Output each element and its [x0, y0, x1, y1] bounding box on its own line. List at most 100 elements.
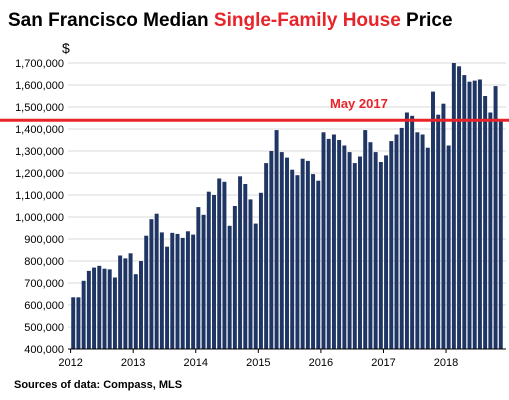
bar — [92, 267, 97, 349]
bar — [472, 80, 477, 349]
bar — [217, 178, 222, 349]
bar — [331, 134, 336, 349]
bar — [394, 134, 399, 349]
x-tick-label: 2017 — [371, 357, 395, 369]
bar — [493, 86, 498, 349]
bar — [212, 195, 216, 349]
bar — [86, 270, 91, 349]
bar — [191, 234, 196, 349]
bar — [457, 66, 462, 350]
bar — [175, 233, 180, 349]
bar — [81, 280, 86, 349]
y-tick-label: 400,000 — [24, 344, 64, 356]
bar — [425, 147, 430, 349]
bar — [311, 174, 316, 349]
bar — [498, 119, 503, 349]
bar — [373, 152, 378, 349]
x-tick-label: 2018 — [434, 357, 458, 369]
bar — [436, 114, 441, 349]
bar — [97, 265, 102, 349]
bar — [165, 246, 170, 349]
bar — [420, 134, 425, 349]
bar — [102, 268, 107, 349]
x-tick-label: 2014 — [184, 357, 208, 369]
bar — [321, 132, 326, 349]
bar — [118, 255, 123, 349]
source-note: Sources of data: Compass, MLS — [14, 379, 182, 391]
bar — [76, 297, 81, 349]
bar — [206, 191, 211, 349]
bar — [337, 140, 342, 349]
y-tick-label: 900,000 — [24, 234, 64, 246]
chart-title: San Francisco Median Single-Family House… — [8, 10, 453, 31]
bar — [128, 253, 133, 349]
bar — [305, 160, 310, 349]
bar — [139, 261, 143, 349]
bar — [326, 138, 331, 349]
bar — [180, 237, 185, 349]
bar — [107, 269, 112, 349]
y-tick-label: 700,000 — [24, 278, 64, 290]
y-axis-unit: $ — [62, 40, 70, 56]
bar — [488, 112, 493, 349]
bar — [378, 162, 383, 349]
bar — [389, 141, 394, 349]
y-tick-label: 800,000 — [24, 256, 64, 268]
bar — [415, 132, 420, 349]
y-tick-label: 1,700,000 — [15, 58, 64, 70]
y-tick-label: 1,400,000 — [15, 124, 64, 136]
y-tick-label: 1,100,000 — [15, 190, 64, 202]
bar — [342, 145, 347, 349]
bar — [248, 199, 253, 349]
bar — [222, 181, 227, 349]
chart-title-part: Price — [401, 10, 453, 31]
bar — [201, 214, 206, 349]
bar — [274, 130, 279, 349]
bar — [159, 232, 164, 349]
bar — [431, 91, 435, 349]
bar — [123, 258, 128, 349]
bar — [185, 231, 190, 349]
y-tick-label: 1,300,000 — [15, 146, 64, 158]
bar — [363, 130, 368, 349]
bar — [347, 152, 352, 349]
bars — [71, 63, 503, 350]
bar — [285, 157, 289, 349]
x-tick-label: 2012 — [58, 357, 82, 369]
bar — [368, 142, 373, 349]
bar — [238, 176, 243, 349]
x-tick-label: 2013 — [121, 357, 145, 369]
bar — [316, 180, 321, 349]
bar — [112, 277, 117, 349]
y-tick-label: 1,200,000 — [15, 168, 64, 180]
bar — [269, 151, 274, 349]
bar — [462, 75, 467, 349]
y-tick-label: 1,000,000 — [15, 212, 64, 224]
chart-title-part: San Francisco Median — [8, 10, 214, 31]
bar — [227, 225, 232, 349]
bar — [300, 158, 305, 349]
bar — [295, 175, 300, 349]
bar — [243, 184, 248, 349]
bar — [290, 169, 295, 349]
bar — [170, 232, 175, 349]
x-tick-label: 2016 — [309, 357, 333, 369]
bar — [483, 96, 488, 349]
bar — [451, 63, 456, 349]
bar — [477, 79, 482, 349]
x-axis-ticks: 2012 2013 2014 2015 2016 2017 2018 — [58, 349, 458, 369]
bar — [384, 155, 389, 349]
bar — [253, 223, 258, 349]
bar — [404, 112, 409, 349]
x-tick-label: 2015 — [246, 357, 270, 369]
bar — [154, 213, 159, 349]
chart-title-part: Single-Family House — [214, 10, 401, 31]
bar — [149, 219, 154, 349]
bar — [264, 163, 269, 349]
bar — [446, 145, 451, 349]
bar — [399, 127, 404, 350]
bar — [232, 206, 237, 349]
y-tick-label: 500,000 — [24, 322, 64, 334]
y-tick-label: 600,000 — [24, 300, 64, 312]
bar — [441, 103, 446, 349]
